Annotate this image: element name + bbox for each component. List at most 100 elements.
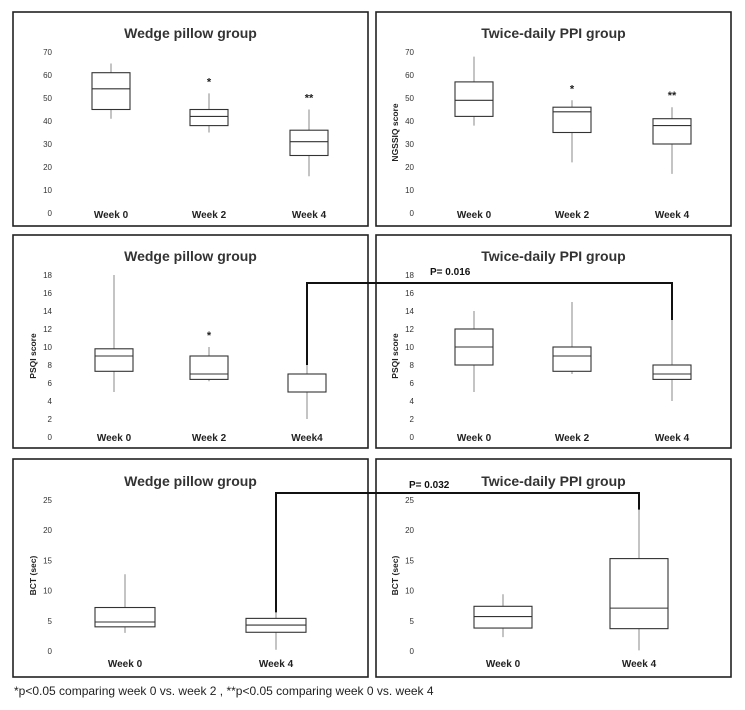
y-tick-label: 70 <box>43 48 52 57</box>
footnote: *p<0.05 comparing week 0 vs. week 2 , **… <box>14 684 434 698</box>
y-tick-label: 14 <box>405 307 414 316</box>
significance-marker: ** <box>305 93 314 105</box>
iqr-box <box>473 605 533 629</box>
comparison-bracket-2: P= 0.032 <box>275 480 640 613</box>
y-tick-label: 20 <box>43 163 52 172</box>
chart-title: Wedge pillow group <box>124 473 257 489</box>
y-axis-label: PSQI score <box>390 333 400 379</box>
y-tick-label: 0 <box>410 209 415 218</box>
chart-panel-1: Wedge pillow group 0 10 20 30 40 50 60 70 Week 0 *… <box>12 11 369 227</box>
y-tick-label: 40 <box>405 117 414 126</box>
y-tick-label: 25 <box>43 496 52 505</box>
comparison-bracket-1: P= 0.016 <box>306 267 673 365</box>
y-tick-label: 8 <box>410 361 415 370</box>
iqr-box <box>91 72 131 111</box>
y-tick-label: 4 <box>410 397 415 406</box>
chart-panel-2: Twice-daily PPI group 0 10 20 30 40 50 60 70 NGSS… <box>375 11 732 227</box>
y-tick-label: 10 <box>43 343 52 352</box>
x-category-label: Week 0 <box>97 433 132 444</box>
box-plot-week-4: ** Week 4 <box>289 93 329 221</box>
y-tick-label: 70 <box>405 48 414 57</box>
iqr-box <box>289 129 329 157</box>
y-tick-label: 4 <box>48 397 53 406</box>
box-plot-week-4: Week 4 <box>609 509 669 670</box>
iqr-box <box>454 81 494 117</box>
y-tick-label: 16 <box>43 289 52 298</box>
x-category-label: Week 4 <box>622 659 657 670</box>
y-tick-label: 25 <box>405 496 414 505</box>
y-tick-label: 50 <box>405 94 414 103</box>
y-tick-label: 14 <box>43 307 52 316</box>
y-tick-label: 50 <box>43 94 52 103</box>
y-tick-label: 2 <box>48 415 53 424</box>
x-category-label: Week 2 <box>555 210 590 221</box>
significance-marker: * <box>570 83 575 95</box>
panel-frame <box>375 458 732 678</box>
chart-title: Twice-daily PPI group <box>481 25 625 41</box>
y-tick-label: 30 <box>405 140 414 149</box>
box-plot-week-0: Week 0 <box>94 574 156 670</box>
box-plot-week-2: * Week 2 <box>189 76 229 221</box>
y-axis-label: BCT (sec) <box>28 556 38 596</box>
chart-panel-4: Twice-daily PPI group 0 2 4 6 8 10 12 14 16 18 PSQI… <box>375 234 732 449</box>
y-tick-label: 12 <box>405 325 414 334</box>
y-tick-label: 0 <box>410 433 415 442</box>
significance-marker: ** <box>668 90 677 102</box>
x-category-label: Week 2 <box>192 210 227 221</box>
y-tick-label: 16 <box>405 289 414 298</box>
y-tick-label: 5 <box>410 617 415 626</box>
chart-title: Wedge pillow group <box>124 248 257 264</box>
chart-panel-5: Wedge pillow group 0 5 10 15 20 25 BCT (sec) Wee… <box>12 458 369 678</box>
chart-title: Twice-daily PPI group <box>481 248 625 264</box>
box-plot-week-0: Week 0 <box>473 594 533 670</box>
y-tick-label: 0 <box>48 433 53 442</box>
bracket-line <box>306 282 673 365</box>
y-axis-label: PSQI score <box>28 333 38 379</box>
iqr-box <box>552 106 592 134</box>
chart-panel-6: Twice-daily PPI group 0 5 10 15 20 25 BCT (sec)… <box>375 458 732 678</box>
y-tick-label: 30 <box>43 140 52 149</box>
chart-title: Twice-daily PPI group <box>481 473 625 489</box>
x-category-label: Week 2 <box>555 433 590 444</box>
x-category-label: Week 4 <box>292 210 327 221</box>
x-category-label: Week 2 <box>192 433 227 444</box>
x-category-label: Week 0 <box>486 659 521 670</box>
y-axis-label: BCT (sec) <box>390 556 400 596</box>
iqr-box <box>94 606 156 628</box>
y-tick-label: 10 <box>43 186 52 195</box>
iqr-box <box>652 118 692 145</box>
y-tick-label: 15 <box>405 556 414 565</box>
y-tick-label: 0 <box>48 647 53 656</box>
x-category-label: Week 0 <box>457 210 492 221</box>
x-category-label: Week4 <box>291 433 323 444</box>
chart-panel-3: Wedge pillow group 0 2 4 6 8 10 12 14 16 18 PSQI sc… <box>12 234 369 449</box>
significance-marker: * <box>207 76 212 88</box>
x-category-label: Week 4 <box>655 433 690 444</box>
iqr-box <box>287 373 327 393</box>
panel-frame <box>12 458 369 678</box>
panel-frame <box>375 234 732 449</box>
y-tick-label: 60 <box>405 71 414 80</box>
box-plot-week-2: * Week 2 <box>189 330 229 444</box>
y-tick-label: 18 <box>405 271 414 280</box>
y-tick-label: 12 <box>43 325 52 334</box>
box-plot-week-4: Week 4 <box>652 320 692 444</box>
y-tick-label: 0 <box>48 209 53 218</box>
panel-frame <box>375 11 732 227</box>
significance-marker: * <box>207 330 212 342</box>
x-category-label: Week 0 <box>94 210 129 221</box>
box-plot-week-0: Week 0 <box>91 63 131 221</box>
p-value-label: P= 0.016 <box>430 267 471 278</box>
y-tick-label: 20 <box>43 526 52 535</box>
bracket-line <box>275 492 640 613</box>
y-tick-label: 10 <box>405 587 414 596</box>
y-tick-label: 2 <box>410 415 415 424</box>
iqr-box <box>652 364 692 380</box>
iqr-box <box>189 355 229 380</box>
x-category-label: Week 0 <box>108 659 143 670</box>
x-category-label: Week 4 <box>655 210 690 221</box>
y-tick-label: 8 <box>48 361 53 370</box>
chart-title: Wedge pillow group <box>124 25 257 41</box>
y-tick-label: 10 <box>405 343 414 352</box>
